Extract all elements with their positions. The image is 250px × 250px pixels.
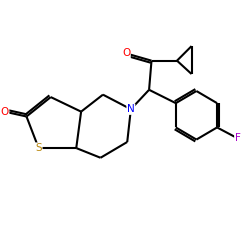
- Text: S: S: [35, 143, 42, 153]
- Text: O: O: [122, 48, 130, 58]
- Text: N: N: [127, 104, 135, 114]
- Text: F: F: [235, 133, 240, 143]
- Text: O: O: [0, 107, 9, 117]
